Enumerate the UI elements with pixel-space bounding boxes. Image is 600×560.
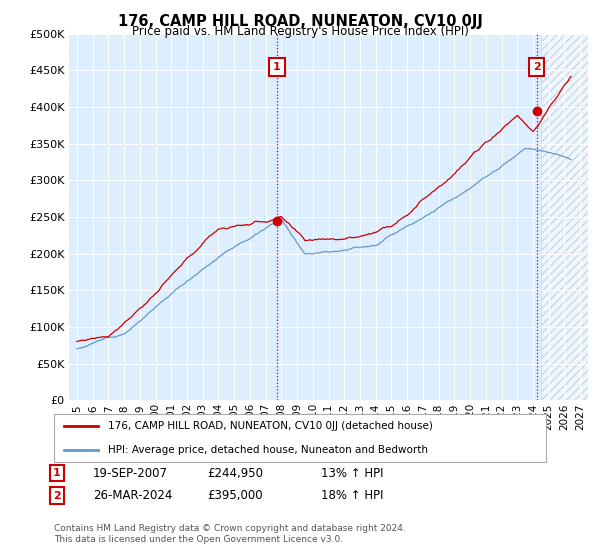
Text: 1: 1 xyxy=(273,62,281,72)
Text: 2: 2 xyxy=(53,491,61,501)
Bar xyxy=(541,34,596,400)
Text: Contains HM Land Registry data © Crown copyright and database right 2024.
This d: Contains HM Land Registry data © Crown c… xyxy=(54,524,406,544)
Text: Price paid vs. HM Land Registry's House Price Index (HPI): Price paid vs. HM Land Registry's House … xyxy=(131,25,469,38)
Text: 2: 2 xyxy=(533,62,541,72)
Text: 1: 1 xyxy=(53,468,61,478)
Text: 176, CAMP HILL ROAD, NUNEATON, CV10 0JJ (detached house): 176, CAMP HILL ROAD, NUNEATON, CV10 0JJ … xyxy=(108,421,433,431)
Text: 176, CAMP HILL ROAD, NUNEATON, CV10 0JJ: 176, CAMP HILL ROAD, NUNEATON, CV10 0JJ xyxy=(118,14,482,29)
Text: HPI: Average price, detached house, Nuneaton and Bedworth: HPI: Average price, detached house, Nune… xyxy=(108,445,428,455)
Text: £395,000: £395,000 xyxy=(207,489,263,502)
Text: 18% ↑ HPI: 18% ↑ HPI xyxy=(321,489,383,502)
Text: 26-MAR-2024: 26-MAR-2024 xyxy=(93,489,172,502)
Text: £244,950: £244,950 xyxy=(207,466,263,480)
Text: 19-SEP-2007: 19-SEP-2007 xyxy=(93,466,168,480)
Text: 13% ↑ HPI: 13% ↑ HPI xyxy=(321,466,383,480)
